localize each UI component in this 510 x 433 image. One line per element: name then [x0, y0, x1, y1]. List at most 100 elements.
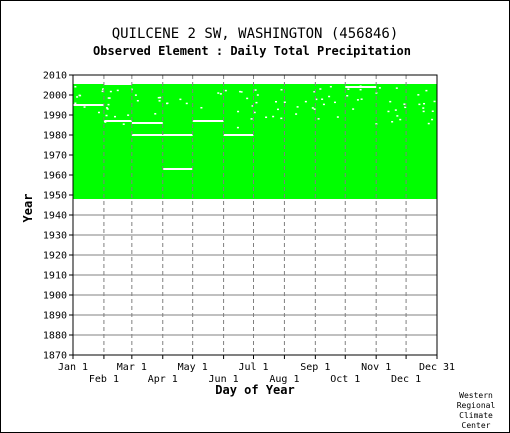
missing-day [108, 97, 111, 99]
missing-data-gap [162, 168, 193, 170]
missing-day [104, 121, 107, 123]
missing-day [387, 110, 390, 113]
missing-day [418, 103, 421, 106]
chart-title: QUILCENE 2 SW, WASHINGTON (456846) [112, 26, 399, 42]
missing-day [127, 114, 130, 116]
missing-data-gap [103, 120, 132, 122]
x-tick-label: Sep 1 [300, 362, 330, 373]
missing-day [158, 100, 161, 102]
missing-day [97, 111, 100, 114]
missing-day [346, 95, 349, 97]
x-tick-label: Oct 1 [330, 374, 360, 385]
credit-block: Western Regional Climate Center [457, 391, 496, 430]
missing-data-gap [131, 122, 163, 124]
credit-line-3: Climate [459, 411, 493, 420]
y-tick-label: 1880 [43, 331, 67, 342]
missing-day [166, 102, 169, 105]
missing-day [78, 94, 81, 97]
x-tick-label: Feb 1 [89, 374, 119, 385]
x-axis-label: Day of Year [215, 383, 294, 397]
missing-day [283, 101, 286, 103]
missing-day [246, 97, 249, 100]
x-axis-ticks: Jan 1 Mar 1 May 1 Jul 1 Sep 1 Nov 1 Dec 31 Feb … [58, 355, 455, 385]
missing-day [134, 94, 137, 96]
missing-data-gap [103, 83, 132, 85]
missing-day [254, 89, 257, 91]
missing-day [236, 126, 239, 129]
y-tick-label: 1980 [43, 131, 67, 142]
missing-day [179, 98, 182, 101]
y-tick-label: 2010 [43, 71, 67, 82]
y-tick-label: 1990 [43, 111, 67, 122]
missing-day [217, 92, 220, 94]
missing-day [136, 99, 139, 102]
missing-day [250, 118, 253, 120]
missing-day [295, 113, 298, 115]
missing-day [101, 90, 104, 93]
chart-subtitle: Observed Element : Daily Total Precipita… [93, 44, 411, 58]
missing-day [74, 102, 77, 104]
plot-area [72, 74, 438, 356]
missing-day [122, 123, 125, 125]
y-tick-label: 1960 [43, 171, 67, 182]
y-tick-label: 1900 [43, 291, 67, 302]
missing-day [224, 89, 227, 92]
missing-day [352, 108, 355, 110]
missing-data-gap [192, 120, 224, 122]
missing-day [433, 100, 436, 103]
y-tick-label: 1870 [43, 351, 67, 362]
missing-day [101, 88, 104, 90]
x-tick-label: Mar 1 [117, 362, 147, 373]
missing-data-gap [223, 134, 254, 136]
y-axis-label: Year [21, 194, 35, 223]
missing-day [251, 105, 254, 107]
missing-data-gap [223, 199, 262, 201]
missing-day [375, 123, 378, 125]
missing-day [253, 111, 256, 114]
missing-day [404, 106, 407, 109]
missing-day [391, 121, 394, 123]
missing-day [280, 117, 283, 120]
missing-day [255, 101, 258, 104]
y-tick-label: 2000 [43, 91, 67, 102]
missing-day [83, 106, 86, 108]
x-tick-label: Jun 1 [209, 374, 239, 385]
missing-day [276, 108, 279, 111]
missing-data-gap [73, 104, 104, 106]
credit-line-4: Center [462, 421, 491, 430]
missing-day [328, 95, 331, 98]
missing-day [272, 115, 275, 118]
x-tick-label: Nov 1 [361, 362, 391, 373]
y-tick-label: 1920 [43, 251, 67, 262]
missing-day [347, 88, 350, 90]
missing-day [417, 94, 420, 96]
x-tick-label: Aug 1 [269, 374, 299, 385]
missing-day [280, 88, 283, 91]
missing-day [359, 85, 362, 87]
missing-day [399, 118, 402, 121]
missing-day [319, 88, 322, 90]
missing-day [185, 102, 188, 105]
y-tick-label: 1910 [43, 271, 67, 282]
missing-day [116, 89, 119, 92]
missing-day [274, 100, 277, 103]
missing-day [360, 98, 363, 100]
missing-day [403, 103, 406, 105]
missing-day [237, 110, 240, 113]
missing-day [265, 116, 268, 119]
missing-day [74, 85, 77, 88]
missing-day [356, 99, 359, 101]
missing-day [313, 108, 316, 110]
missing-day [329, 85, 332, 88]
missing-day [378, 87, 381, 89]
missing-day [395, 87, 398, 89]
x-tick-label: Jul 1 [238, 362, 268, 373]
missing-day [423, 102, 426, 105]
missing-day [336, 116, 339, 118]
missing-day [422, 107, 425, 109]
missing-day [333, 101, 336, 104]
credit-line-1: Western [459, 391, 493, 400]
missing-day [394, 109, 397, 111]
x-tick-label: Apr 1 [148, 374, 178, 385]
x-tick-label: Dec 1 [391, 374, 421, 385]
